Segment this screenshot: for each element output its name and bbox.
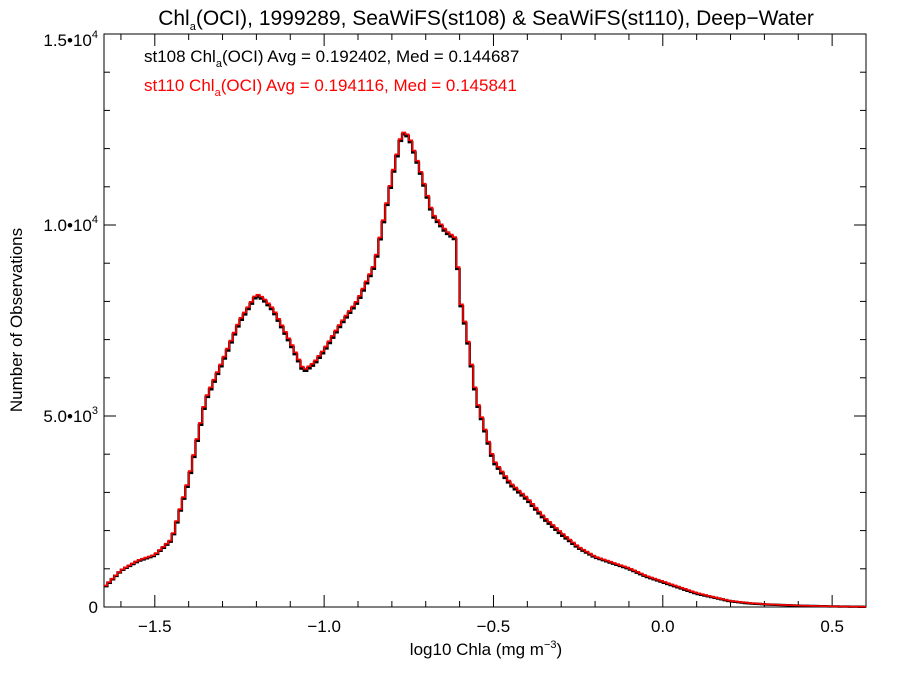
chart-title-subscript: a: [190, 21, 197, 33]
x-axis-label-superscript: −3: [544, 639, 557, 651]
stat-annotation-st110-pre: st110 Chl: [144, 76, 215, 95]
stat-annotation-st110-post: (OCI) Avg = 0.194116, Med = 0.145841: [221, 76, 517, 95]
x-axis-label-main: log10 Chla (mg m: [410, 640, 544, 659]
stat-annotation-st110: st110 Chla(OCI) Avg = 0.194116, Med = 0.…: [144, 76, 517, 99]
chart-title: Chla(OCI), 1999289, SeaWiFS(st108) & Sea…: [158, 7, 814, 33]
histogram-series: [104, 131, 866, 608]
x-axis-label-close: ): [557, 640, 563, 659]
series-line-st110: [104, 131, 866, 608]
y-axis-label: Number of Observations: [7, 228, 26, 412]
y-tick-label: 1.0•104: [43, 214, 98, 235]
axis-ticks: −1.5 −1.0 −0.5 0.0 0.5 0 5.0•103 1.0•104 1.5•104: [43, 29, 867, 636]
chart-title-prefix: Chl: [158, 7, 190, 30]
x-axis-label: log10 Chla (mg m−3): [410, 639, 562, 659]
series-line-st108: [104, 133, 866, 608]
y-tick-label: 0: [89, 598, 98, 617]
plot-frame: [103, 33, 867, 608]
chart-title-rest: (OCI), 1999289, SeaWiFS(st108) & SeaWiFS…: [196, 7, 814, 30]
stat-annotation-st108: st108 Chla(OCI) Avg = 0.192402, Med = 0.…: [144, 47, 519, 70]
stat-annotation-st108-sub: a: [216, 58, 223, 70]
x-tick-label: 0.0: [651, 617, 675, 636]
x-tick-label: 0.5: [820, 617, 844, 636]
y-tick-label: 1.5•104: [43, 29, 98, 50]
y-tick-label: 5.0•103: [43, 405, 98, 426]
x-tick-label: −1.5: [138, 617, 172, 636]
x-tick-label: −1.0: [307, 617, 341, 636]
stat-annotation-st108-pre: st108 Chl: [144, 47, 216, 66]
stat-annotation-st108-post: (OCI) Avg = 0.192402, Med = 0.144687: [222, 47, 519, 66]
stat-annotation-st110-sub: a: [215, 87, 222, 99]
x-tick-label: −0.5: [477, 617, 511, 636]
